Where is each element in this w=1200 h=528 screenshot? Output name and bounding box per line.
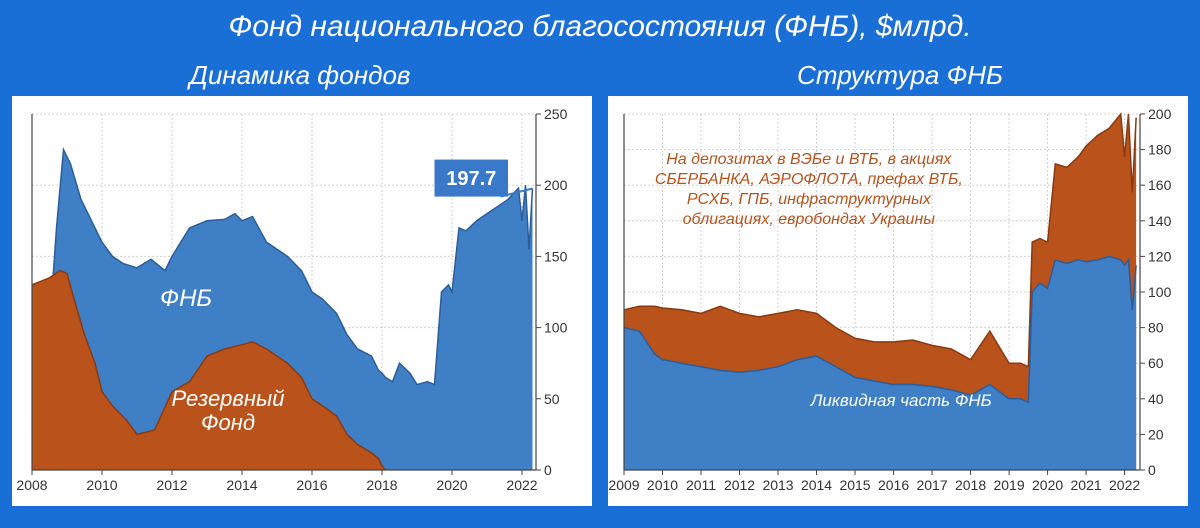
x-tick-label: 2012 [724,477,755,493]
x-tick-label: 2016 [296,477,327,493]
y-tick-label: 40 [1148,391,1164,407]
x-tick-label: 2013 [762,477,793,493]
y-tick-label: 0 [544,462,552,478]
y-tick-label: 100 [1148,284,1172,300]
y-tick-label: 100 [544,320,568,336]
y-tick-label: 180 [1148,142,1172,158]
x-tick-label: 2008 [16,477,47,493]
legend-deposits-line: На депозитах в ВЭБе и ВТБ, в акциях [666,151,952,168]
y-tick-label: 20 [1148,426,1164,442]
root-panel: Фонд национального благосостояния (ФНБ),… [0,0,1200,528]
label-reserve-fund: Фонд [201,410,255,435]
x-tick-label: 2010 [647,477,678,493]
x-tick-label: 2019 [993,477,1024,493]
x-tick-label: 2012 [156,477,187,493]
y-tick-label: 150 [544,248,568,264]
x-tick-label: 2017 [916,477,947,493]
x-tick-label: 2020 [436,477,467,493]
main-title: Фонд национального благосостояния (ФНБ),… [0,0,1200,54]
x-tick-label: 2009 [608,477,639,493]
y-tick-label: 140 [1148,213,1172,229]
subtitle-left: Динамика фондов [0,54,600,96]
y-tick-label: 120 [1148,248,1172,264]
y-tick-label: 250 [544,106,568,122]
x-tick-label: 2016 [878,477,909,493]
y-tick-label: 50 [544,391,560,407]
label-liquid: Ликвидная часть ФНБ [810,391,992,410]
x-tick-label: 2022 [506,477,537,493]
x-tick-label: 2014 [801,477,832,493]
x-tick-label: 2020 [1032,477,1063,493]
label-fnb: ФНБ [160,285,212,312]
callout-value: 197.7 [446,168,496,190]
x-tick-label: 2018 [955,477,986,493]
x-tick-label: 2010 [86,477,117,493]
y-tick-label: 200 [544,177,568,193]
legend-deposits-line: РСХБ, ГПБ, инфраструктурных [687,191,932,208]
legend-deposits-line: СБЕРБАНКА, АЭРОФЛОТА, префах ВТБ, [655,171,963,188]
chart-left: 0 50 100 150 200 250 2008 2010 2012 2014 2016 2018 2… [12,96,592,506]
charts-row: 0501001502002502008201020122014201620182… [0,96,1200,518]
legend-deposits-line: облигациях, евробондах Украины [683,211,936,228]
y-tick-label: 160 [1148,177,1172,193]
y-tick-label: 200 [1148,106,1172,122]
x-tick-label: 2021 [1071,477,1102,493]
subtitle-right: Структура ФНБ [600,54,1200,96]
x-tick-label: 2014 [226,477,257,493]
x-tick-label: 2018 [366,477,397,493]
y-tick-label: 80 [1148,320,1164,336]
x-tick-label: 2015 [839,477,870,493]
x-tick-label: 2022 [1109,477,1140,493]
chart-right: 0 20 40 60 80 100 120 140 160 180 200 2009 2010 2011 2… [608,96,1188,506]
label-reserve-fund: Резервный [172,386,285,411]
x-tick-label: 2011 [686,477,716,493]
subtitle-row: Динамика фондов Структура ФНБ [0,54,1200,96]
y-tick-label: 0 [1148,462,1156,478]
y-tick-label: 60 [1148,355,1164,371]
